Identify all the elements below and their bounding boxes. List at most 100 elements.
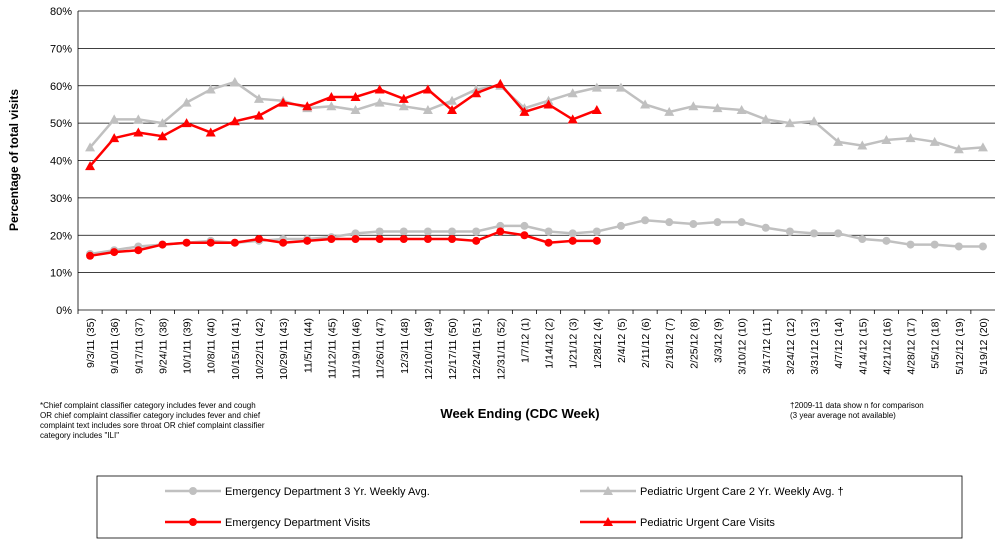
footnote: category includes "ILI": [40, 431, 119, 440]
data-point: [664, 106, 675, 116]
data-point: [495, 78, 506, 88]
data-point: [205, 127, 216, 137]
data-point: [230, 238, 239, 247]
data-point: [229, 77, 240, 87]
data-point: [374, 84, 385, 94]
data-point: [591, 82, 602, 92]
x-tick-label: 10/8/11 (40): [206, 318, 218, 374]
x-tick-label: 4/21/12 (16): [881, 318, 893, 375]
x-tick-label: 12/17/11 (50): [447, 318, 459, 380]
data-point: [978, 242, 987, 251]
data-point: [713, 218, 722, 227]
x-tick-label: 4/14/12 (15): [857, 318, 869, 375]
note: †2009-11 data show n for comparison: [790, 401, 924, 410]
data-point: [448, 227, 457, 236]
note: (3 year average not available): [790, 411, 896, 420]
data-point: [206, 238, 215, 247]
data-point: [181, 97, 192, 107]
x-tick-label: 3/10/12 (10): [737, 318, 749, 375]
data-point: [302, 101, 313, 111]
x-tick-label: 9/24/11 (38): [157, 318, 169, 374]
footnote: *Chief complaint classifier category inc…: [40, 401, 256, 410]
data-point: [472, 236, 481, 245]
data-point: [520, 221, 529, 230]
x-tick-label: 12/10/11 (49): [423, 318, 435, 380]
x-tick-label: 9/3/11 (35): [85, 318, 97, 368]
series-line: [89, 230, 597, 258]
data-point: [448, 234, 457, 243]
x-tick-label: 2/4/12 (5): [616, 318, 628, 363]
y-tick-label: 20%: [50, 230, 72, 242]
data-point: [929, 136, 940, 146]
footnote: OR chief complaint classifier category i…: [40, 411, 261, 420]
data-point: [568, 229, 577, 238]
data-point: [326, 91, 337, 101]
data-point: [520, 231, 529, 240]
x-tick-label: 12/24/11 (51): [471, 318, 483, 380]
data-point: [953, 144, 964, 154]
data-point: [158, 240, 167, 249]
data-point: [471, 88, 482, 98]
legend-marker: [189, 518, 197, 526]
x-tick-label: 5/19/12 (20): [978, 318, 990, 375]
series-line: [89, 80, 984, 151]
data-point: [326, 101, 337, 111]
data-point: [834, 229, 843, 238]
x-tick-label: 12/3/11 (48): [399, 318, 411, 374]
data-point: [688, 101, 699, 111]
data-point: [351, 234, 360, 243]
x-tick-label: 12/31/11 (52): [495, 318, 507, 380]
data-point: [278, 97, 289, 107]
data-point: [253, 110, 264, 120]
x-tick-label: 4/28/12 (17): [906, 318, 918, 375]
y-tick-label: 10%: [50, 268, 72, 280]
x-tick-label: 5/5/12 (18): [930, 318, 942, 369]
data-point: [544, 238, 553, 247]
data-point: [423, 227, 432, 236]
data-point: [327, 234, 336, 243]
data-point: [616, 221, 625, 230]
data-point: [882, 236, 891, 245]
data-point: [134, 246, 143, 255]
x-tick-label: 2/25/12 (8): [688, 318, 700, 369]
data-point: [785, 227, 794, 236]
data-point: [375, 227, 384, 236]
data-point: [615, 82, 626, 92]
data-point: [496, 221, 505, 230]
data-point: [86, 251, 95, 260]
legend-marker: [603, 486, 613, 495]
data-point: [253, 93, 264, 103]
data-point: [905, 133, 916, 143]
data-point: [350, 91, 361, 101]
data-point: [157, 118, 168, 128]
footnote: complaint text includes sore throat OR c…: [40, 421, 265, 430]
series-line: [89, 82, 598, 167]
data-point: [398, 93, 409, 103]
data-point: [954, 242, 963, 251]
x-tick-label: 9/10/11 (36): [109, 318, 121, 374]
data-point: [496, 227, 505, 236]
data-point: [472, 227, 481, 236]
legend-box: [96, 475, 963, 539]
data-point: [374, 97, 385, 107]
data-point: [229, 116, 240, 126]
x-tick-label: 1/7/12 (1): [519, 318, 531, 363]
data-point: [447, 105, 458, 115]
data-point: [519, 106, 530, 116]
legend-marker: [189, 487, 197, 495]
x-tick-label: 3/24/12 (12): [785, 318, 797, 375]
x-tick-label: 3/3/12 (9): [712, 318, 724, 363]
x-tick-label: 1/21/12 (3): [568, 318, 580, 369]
data-point: [157, 131, 168, 141]
y-tick-label: 40%: [50, 156, 72, 168]
data-point: [109, 114, 120, 124]
data-point: [205, 84, 216, 94]
x-tick-label: 2/18/12 (7): [664, 318, 676, 369]
data-point: [858, 234, 867, 243]
data-point: [857, 140, 868, 150]
legend-label: Pediatric Urgent Care Visits: [640, 517, 775, 529]
data-point: [85, 161, 96, 171]
x-tick-label: 10/15/11 (41): [230, 318, 242, 380]
x-tick-label: 11/19/11 (46): [351, 318, 363, 379]
